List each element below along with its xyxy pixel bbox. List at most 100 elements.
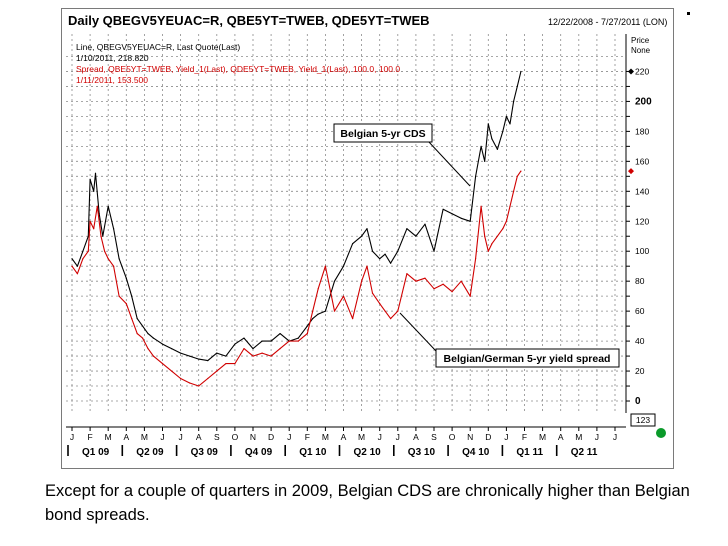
data-point-spread [390,318,392,320]
data-point-cds [352,243,354,245]
data-point-cds [513,100,515,102]
data-point-cds [82,250,84,252]
data-point-cds [147,333,149,335]
data-point-cds [234,343,236,345]
month-label: D [485,432,491,442]
series-line-spread [71,170,522,387]
data-point-spread [104,250,106,252]
data-point-cds [297,337,299,339]
quarter-label: Q1 11 [516,447,543,458]
data-point-spread [216,370,218,372]
data-point-spread [475,258,477,260]
spread-annotation-leader [399,312,437,352]
data-point-cds [384,253,386,255]
data-point-spread [505,220,507,222]
month-label: F [522,432,527,442]
month-label: M [141,432,148,442]
price-tick-label: 160 [635,156,649,166]
data-point-cds [161,343,164,345]
data-point-spread [171,370,173,372]
data-point-spread [451,291,453,293]
legend-spread-value: 1/11/2011, 153.500 [76,75,149,85]
data-point-cds [71,258,73,260]
data-point-cds [502,130,504,132]
data-point-spread [520,170,522,172]
data-point-spread [397,310,399,312]
data-point-spread [125,303,127,305]
data-point-cds [366,228,368,230]
legend-spread: Spread, QBE5YT=TWEB, Yield_1(Last), QDE5… [76,64,400,86]
data-point-cds [433,250,435,252]
quarter-label: Q4 09 [245,447,273,458]
month-label: M [358,432,365,442]
quarter-label: Q1 09 [82,447,110,458]
data-point-cds [475,175,477,177]
quarter-label: Q3 10 [408,447,436,458]
cds-annotation-box [333,123,433,143]
data-point-spread [371,292,374,294]
data-point-spread [484,235,486,237]
data-point-cds [125,277,127,279]
data-point-cds [270,340,272,342]
data-point-spread [487,250,489,252]
data-point-spread [279,348,281,350]
data-point-spread [297,340,299,342]
data-point-spread [107,258,109,260]
data-point-cds [152,337,154,339]
price-axis-header: Price None [631,36,650,56]
data-point-cds [198,358,200,360]
data-point-cds [87,235,89,237]
month-label: M [322,432,329,442]
data-point-spread [100,235,102,237]
data-point-spread [89,220,91,222]
data-point-cds [207,360,209,362]
date-range: 12/22/2008 - 7/27/2011 (LON) [548,17,668,27]
month-label: S [431,432,437,442]
data-point-spread [491,243,493,245]
cds-last-marker [628,68,634,75]
data-point-cds [94,172,97,174]
month-label: S [214,432,220,442]
data-point-cds [76,265,78,267]
month-label: D [268,432,274,442]
data-point-spread [261,352,263,354]
price-tick-label: 180 [635,126,649,136]
data-point-spread [225,363,227,365]
month-label: N [250,432,256,442]
data-point-spread [415,280,417,282]
month-label: M [539,432,546,442]
month-label: A [341,432,347,442]
data-point-cds [505,115,507,117]
data-point-cds [113,228,115,230]
data-point-spread [152,355,154,357]
data-point-cds [361,235,363,237]
month-label: O [449,432,456,442]
price-tick-label: 140 [635,186,649,196]
legend-spread-label: Spread, QBE5YT=TWEB, Yield_1(Last), QDE5… [76,64,401,74]
data-point-spread [324,265,326,267]
month-label: F [305,432,310,442]
data-point-cds [484,160,486,162]
data-point-cds [225,355,227,357]
data-point-cds [180,352,182,354]
data-point-cds [516,85,518,87]
price-tick-label: 60 [635,306,645,316]
data-point-spread [243,348,245,350]
data-point-cds [424,223,426,225]
time-axis: J F M A M J J A S O N D J F M A M J J A S O N D J F M A M J J Q1 09 Q2 0… [66,426,626,458]
month-label: A [123,432,129,442]
data-point-spread [469,295,471,297]
data-point-cds [415,235,417,237]
data-point-cds [491,138,493,140]
month-label: A [558,432,564,442]
data-point-spread [87,250,89,252]
data-point-spread [252,355,254,357]
annotations: Belgian 5-yr CDS Belgian/German 5-yr yie… [333,123,620,368]
data-point-cds [469,220,471,222]
data-point-cds [397,250,399,252]
quarter-label: Q2 10 [354,447,382,458]
data-point-spread [480,205,482,207]
data-point-cds [306,325,308,327]
data-point-spread [113,265,115,267]
data-point-spread [93,228,95,230]
